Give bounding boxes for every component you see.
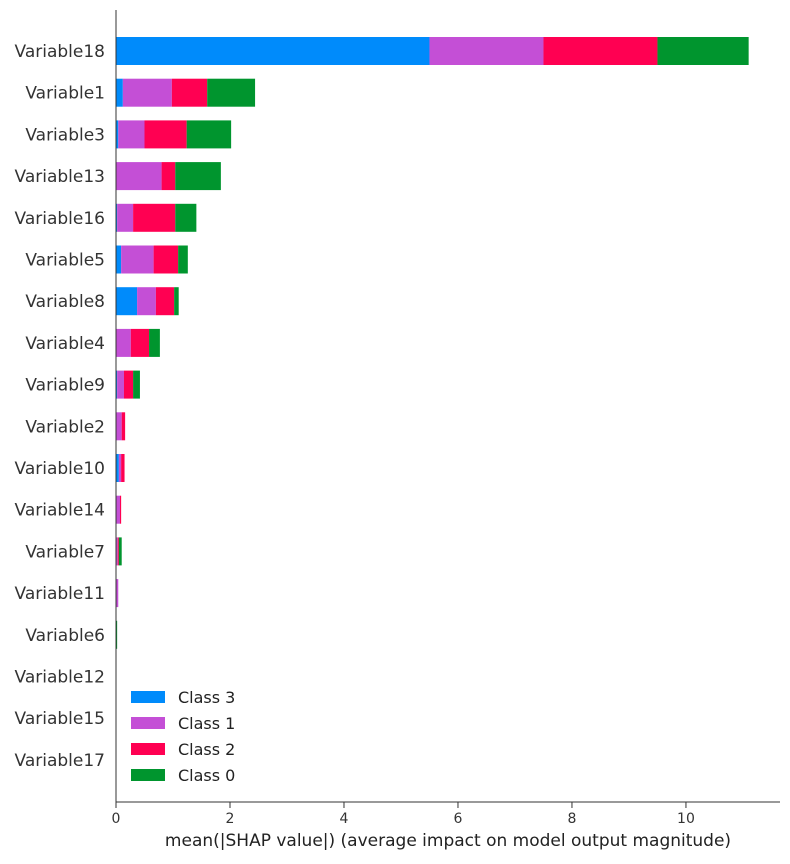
bar-variable8-class-2 <box>155 287 175 316</box>
bar-variable4-class-0 <box>149 328 160 357</box>
bar-variable18-class-1 <box>429 37 544 65</box>
y-tick-label-variable2: Variable2 <box>25 417 105 437</box>
bar-variable16-class-1 <box>117 203 134 232</box>
y-tick-label-variable3: Variable3 <box>25 125 105 145</box>
bar-variable3-class-0 <box>186 120 232 149</box>
bar-variable3-class-1 <box>118 120 145 149</box>
axes-layer <box>115 10 780 803</box>
bar-variable7-class-1 <box>116 537 118 566</box>
legend: Class 3 Class 1 Class 2 Class 0 <box>131 688 235 785</box>
bar-variable4-class-1 <box>116 328 131 357</box>
x-axis-label: mean(|SHAP value|) (average impact on mo… <box>165 831 731 851</box>
bar-variable5-class-3 <box>116 245 122 274</box>
bar-variable9-class-2 <box>123 370 134 399</box>
bar-variable16-class-3 <box>116 203 118 232</box>
legend-swatch-class-1 <box>131 717 165 729</box>
bar-variable1-class-0 <box>207 78 256 107</box>
x-tick-labels: 0 2 4 6 8 10 <box>112 802 695 827</box>
y-tick-label-variable18: Variable18 <box>15 42 105 62</box>
bar-variable10-class-2 <box>121 454 125 482</box>
bar-variable7-class-2 <box>117 537 119 566</box>
y-tick-labels: Variable18 Variable1 Variable3 Variable13 Va… <box>15 42 105 771</box>
x-tick-label-4: 4 <box>340 811 349 827</box>
y-tick-label-variable6: Variable6 <box>25 626 105 646</box>
bar-variable10-class-1 <box>118 454 122 482</box>
y-tick-label-variable17: Variable17 <box>15 751 105 771</box>
bar-variable13-class-2 <box>161 162 176 191</box>
legend-swatch-class-3 <box>131 691 165 703</box>
bar-variable10-class-3 <box>116 454 119 482</box>
y-tick-label-variable10: Variable10 <box>15 459 105 479</box>
x-tick-label-8: 8 <box>568 811 577 827</box>
bar-variable7-class-0 <box>118 537 122 566</box>
y-tick-label-variable1: Variable1 <box>25 84 105 104</box>
y-tick-label-variable11: Variable11 <box>15 584 105 604</box>
bar-variable4-class-2 <box>130 328 150 357</box>
bar-variable16-class-0 <box>175 203 197 232</box>
x-tick-label-2: 2 <box>226 811 235 827</box>
legend-swatch-class-0 <box>131 769 165 781</box>
y-tick-label-variable14: Variable14 <box>15 501 105 521</box>
bar-variable14-class-2 <box>119 495 122 524</box>
y-tick-label-variable12: Variable12 <box>15 668 105 688</box>
bar-variable3-class-2 <box>144 120 187 149</box>
x-tick-label-0: 0 <box>112 811 121 827</box>
y-tick-label-variable16: Variable16 <box>15 209 105 229</box>
legend-swatch-class-2 <box>131 743 165 755</box>
x-tick-label-10: 10 <box>677 811 695 827</box>
bar-variable18-class-3 <box>116 37 430 65</box>
bar-variable2-class-1 <box>116 412 122 441</box>
bar-variable13-class-0 <box>175 162 221 191</box>
legend-label-class-2: Class 2 <box>178 740 235 759</box>
legend-label-class-3: Class 3 <box>178 688 235 707</box>
bar-variable8-class-0 <box>174 287 179 316</box>
bar-variable11-class-1 <box>116 579 119 608</box>
legend-label-class-1: Class 1 <box>178 714 235 733</box>
bars-layer <box>116 37 749 649</box>
legend-label-class-0: Class 0 <box>178 766 235 785</box>
bar-variable18-class-0 <box>657 37 749 65</box>
bar-variable8-class-1 <box>137 287 156 316</box>
y-tick-label-variable8: Variable8 <box>25 292 105 312</box>
bar-variable13-class-1 <box>116 162 162 191</box>
bar-variable9-class-0 <box>133 370 140 399</box>
x-tick-label-6: 6 <box>454 811 463 827</box>
bar-variable16-class-2 <box>133 203 176 232</box>
bar-variable6-class-0 <box>116 620 118 649</box>
bar-variable5-class-0 <box>178 245 188 274</box>
y-tick-label-variable5: Variable5 <box>25 251 105 271</box>
bar-variable5-class-2 <box>153 245 179 274</box>
bar-variable5-class-1 <box>121 245 154 274</box>
bar-variable2-class-2 <box>121 412 126 441</box>
bar-variable1-class-1 <box>122 78 172 107</box>
y-tick-label-variable13: Variable13 <box>15 167 105 187</box>
bar-variable1-class-3 <box>116 78 123 107</box>
y-tick-label-variable7: Variable7 <box>25 542 105 562</box>
y-tick-label-variable15: Variable15 <box>15 709 105 729</box>
bar-variable9-class-3 <box>116 370 118 399</box>
y-tick-label-variable4: Variable4 <box>25 334 105 354</box>
bar-variable18-class-2 <box>543 37 658 65</box>
y-tick-label-variable9: Variable9 <box>25 376 105 396</box>
bar-variable3-class-3 <box>116 120 119 149</box>
bar-variable14-class-1 <box>116 495 120 524</box>
bar-variable9-class-1 <box>117 370 124 399</box>
bar-variable1-class-2 <box>171 78 208 107</box>
bar-variable8-class-3 <box>116 287 138 316</box>
